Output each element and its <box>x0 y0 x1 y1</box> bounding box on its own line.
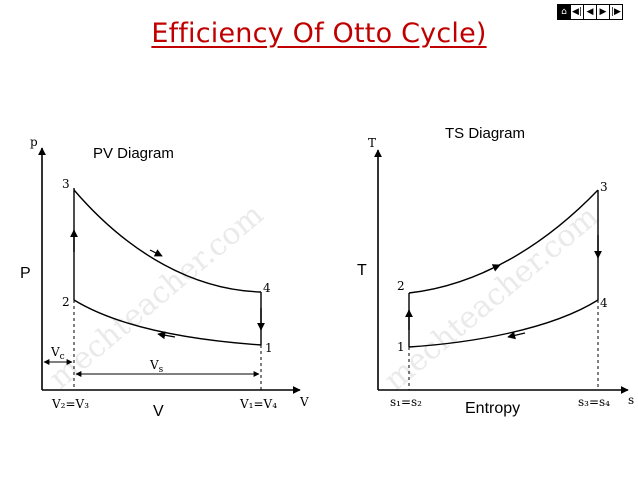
ts-big-y-label: T <box>357 262 367 279</box>
ts-axis-x-label: s <box>628 393 634 407</box>
ts-s12-label: s₁=s₂ <box>390 395 422 409</box>
ts-title: TS Diagram <box>445 125 525 142</box>
pv-axis-y-label: p <box>30 135 38 149</box>
ts-axis-y-label: T <box>368 136 376 150</box>
pv-diagram: p V 3 2 4 1 Vc <box>20 135 309 420</box>
ts-big-x-label: Entropy <box>465 400 520 417</box>
pv-point-2: 2 <box>62 295 70 309</box>
ts-process-2-3 <box>408 189 599 294</box>
last-slide-icon[interactable]: |▶ <box>609 4 623 20</box>
ts-watermark: mechteacher.com <box>378 199 606 398</box>
ts-point-3: 3 <box>600 180 608 194</box>
pv-arrow-1-2 <box>157 331 176 340</box>
ts-arrow-2-3 <box>483 264 501 273</box>
ts-s34-label: s₃=s₄ <box>578 395 610 409</box>
pv-title: PV Diagram <box>93 145 174 162</box>
pv-vs-label: Vs <box>149 358 164 375</box>
pv-big-x-label: V <box>153 403 164 420</box>
next-slide-icon[interactable]: ▶ <box>596 4 610 20</box>
pv-process-3-4 <box>73 189 262 293</box>
ts-point-4: 4 <box>600 296 608 310</box>
navigation-bar: ⌂ ◀| ◀ ▶ |▶ <box>557 4 623 20</box>
pv-v23-label: V₂=V₃ <box>51 397 89 411</box>
pv-vc-label: Vc <box>50 345 65 362</box>
pv-point-4: 4 <box>263 281 271 295</box>
pv-point-3: 3 <box>62 177 70 191</box>
ts-point-1: 1 <box>397 340 405 354</box>
pv-arrow-3-4 <box>149 249 163 257</box>
pv-process-1-2 <box>73 299 262 346</box>
ts-point-2: 2 <box>397 279 405 293</box>
pv-axis-x-label: V <box>299 395 309 409</box>
ts-arrow-4-1 <box>507 331 526 340</box>
ts-diagram: T s 1 2 3 4 s₁=s₂ s₃=s₄ <box>357 125 634 417</box>
pv-big-y-label: P <box>20 265 31 282</box>
slide-title: Efficiency Of Otto Cycle) <box>151 18 487 49</box>
pv-point-1: 1 <box>265 341 273 355</box>
pv-v14-label: V₁=V₄ <box>239 397 277 411</box>
